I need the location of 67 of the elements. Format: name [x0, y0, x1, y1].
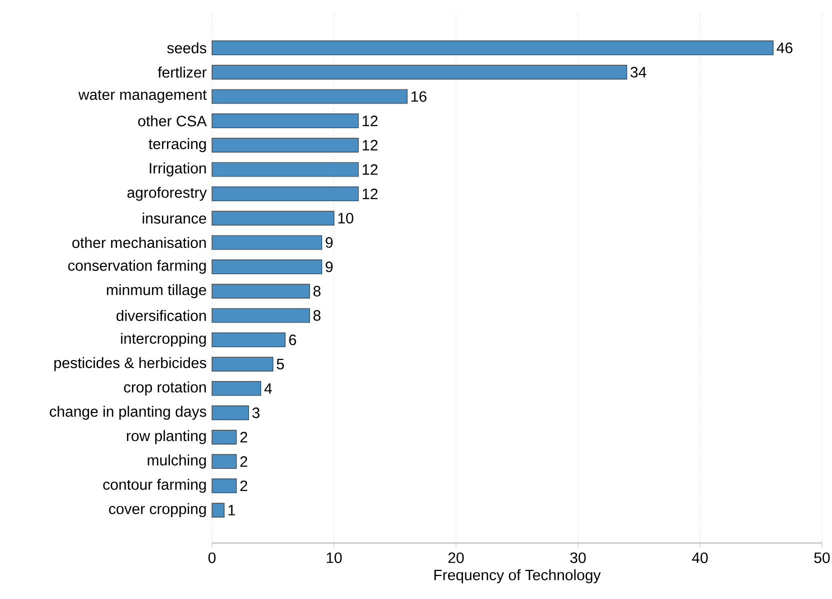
bar — [212, 64, 628, 80]
x-tick-label: 20 — [448, 552, 464, 564]
y-tick-label: intercropping — [121, 332, 206, 347]
bar — [212, 284, 310, 298]
data-label: 2 — [240, 456, 248, 467]
y-tick-label: crop rotation — [124, 382, 206, 396]
bar — [212, 186, 359, 202]
x-tick-label: 0 — [208, 552, 216, 564]
bar — [212, 454, 237, 469]
data-label: 3 — [252, 408, 260, 418]
data-label: 4 — [264, 383, 272, 394]
x-tick-label: 30 — [570, 552, 586, 564]
data-label: 12 — [362, 116, 378, 126]
y-tick-label: change in planting days — [50, 406, 206, 420]
data-label: 12 — [362, 140, 378, 150]
bar — [212, 162, 359, 177]
x-tick-label: 50 — [814, 552, 830, 564]
data-label: 12 — [362, 188, 378, 200]
y-tick-label: contour farming — [103, 478, 206, 493]
bar — [212, 89, 408, 104]
y-tick-label: minmum tillage — [106, 284, 206, 298]
bar — [212, 356, 274, 372]
data-label: 34 — [630, 66, 646, 78]
bar — [212, 430, 237, 444]
bar — [212, 406, 249, 420]
y-tick-label: fertlizer — [158, 66, 207, 78]
data-label: 9 — [326, 237, 333, 248]
data-label: 8 — [313, 286, 320, 296]
data-label: 8 — [313, 310, 320, 321]
bar — [212, 210, 334, 226]
y-tick-label: cover cropping — [109, 503, 206, 518]
bar — [212, 381, 262, 396]
y-tick-label: seeds — [167, 42, 206, 54]
bar — [212, 260, 322, 274]
bar — [212, 308, 310, 323]
y-tick-label: water management — [78, 90, 207, 103]
y-tick-label: terracing — [148, 138, 206, 152]
x-tick-label: 40 — [692, 552, 708, 564]
y-tick-label: row planting — [126, 430, 206, 444]
bar — [212, 478, 237, 494]
data-label: 2 — [240, 480, 248, 492]
bar — [212, 114, 359, 128]
data-label: 46 — [776, 42, 792, 54]
y-tick-label: Irrigation — [150, 162, 206, 176]
data-label: 9 — [326, 262, 333, 272]
y-tick-label: conservation farming — [68, 260, 206, 274]
y-tick-label: other mechanisation — [72, 236, 206, 248]
data-label: 1 — [228, 504, 236, 516]
data-label: 16 — [412, 91, 426, 102]
bar — [212, 502, 225, 518]
y-tick-label: pesticides & herbicides — [54, 357, 206, 372]
bar — [212, 332, 286, 348]
data-label: 12 — [362, 164, 378, 175]
bar — [212, 138, 359, 152]
y-tick-label: diversification — [116, 310, 206, 321]
data-label: 5 — [276, 358, 284, 370]
data-label: 2 — [240, 432, 248, 442]
y-tick-label: mulching — [148, 454, 206, 468]
y-tick-label: insurance — [142, 212, 206, 224]
data-label: 6 — [289, 334, 296, 346]
y-tick-label: other CSA — [138, 115, 207, 126]
data-label: 10 — [338, 212, 354, 224]
x-axis-title: Frequency of Technology — [434, 569, 601, 584]
x-tick-label: 10 — [326, 552, 342, 564]
bar — [212, 235, 322, 250]
y-tick-label: agroforestry — [127, 186, 207, 201]
bar — [212, 40, 774, 56]
